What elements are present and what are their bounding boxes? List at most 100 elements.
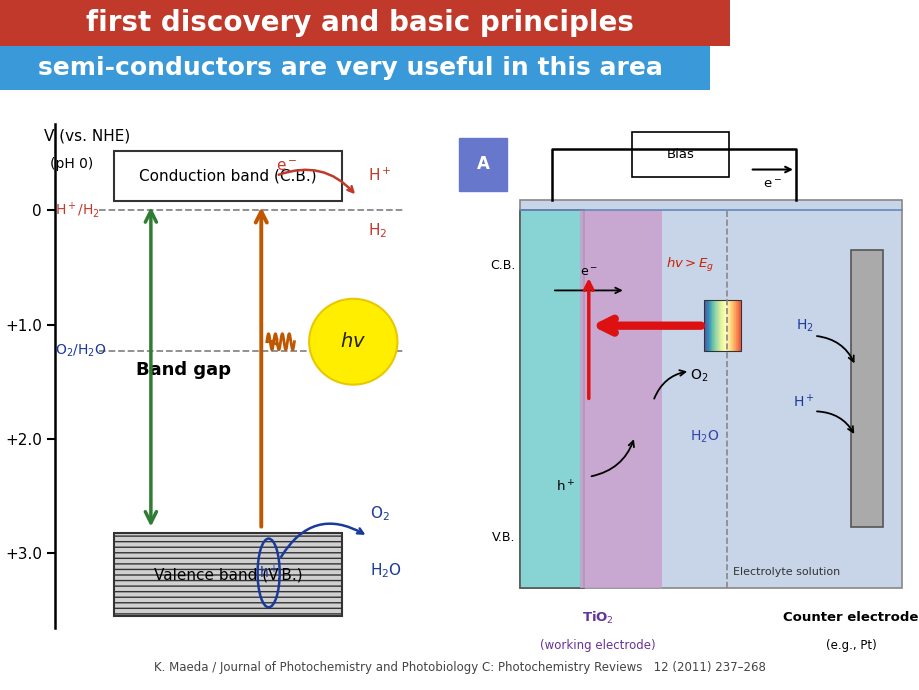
Text: C.B.: C.B. xyxy=(489,259,515,272)
Text: h$^+$: h$^+$ xyxy=(555,480,574,495)
Text: h$^+$: h$^+$ xyxy=(258,564,278,582)
Bar xyxy=(733,301,735,351)
Text: H$^+$/H$_2$: H$^+$/H$_2$ xyxy=(55,200,100,220)
Bar xyxy=(114,150,342,201)
Bar xyxy=(705,301,706,351)
Bar xyxy=(519,200,901,588)
Bar xyxy=(729,301,730,351)
Bar xyxy=(726,301,727,351)
Text: H$_2$O: H$_2$O xyxy=(369,561,402,580)
Bar xyxy=(710,301,711,351)
Bar xyxy=(715,301,717,351)
Bar xyxy=(713,301,715,351)
Bar xyxy=(733,301,734,351)
Bar xyxy=(724,301,725,351)
Bar xyxy=(736,301,737,351)
Text: Valence band (V.B.): Valence band (V.B.) xyxy=(153,567,302,582)
FancyBboxPatch shape xyxy=(459,138,507,191)
Bar xyxy=(709,301,711,351)
FancyBboxPatch shape xyxy=(632,132,729,177)
Text: $hv$: $hv$ xyxy=(340,332,366,351)
Text: K. Maeda / Journal of Photochemistry and Photobiology C: Photochemistry Reviews : K. Maeda / Journal of Photochemistry and… xyxy=(153,662,766,675)
Text: e$^-$: e$^-$ xyxy=(763,178,781,191)
Text: Band gap: Band gap xyxy=(136,362,232,380)
Bar xyxy=(720,301,722,351)
Text: $hv > E_g$: $hv > E_g$ xyxy=(665,256,713,274)
Bar xyxy=(708,301,709,351)
Bar xyxy=(706,301,708,351)
Bar xyxy=(732,301,733,351)
Text: first discovery and basic principles: first discovery and basic principles xyxy=(86,9,633,37)
Bar xyxy=(737,301,739,351)
Bar xyxy=(722,301,724,351)
Bar xyxy=(734,301,735,351)
Bar xyxy=(725,301,726,351)
Bar xyxy=(738,301,739,351)
Bar xyxy=(519,210,584,588)
Bar xyxy=(709,301,710,351)
Bar xyxy=(728,301,729,351)
Bar xyxy=(711,301,713,351)
Bar xyxy=(706,301,707,351)
Bar xyxy=(737,301,738,351)
Text: (working electrode): (working electrode) xyxy=(539,639,655,652)
Text: O$_2$: O$_2$ xyxy=(689,368,708,384)
Text: V.B.: V.B. xyxy=(491,531,515,544)
Bar xyxy=(712,301,713,351)
Text: H$^+$: H$^+$ xyxy=(368,167,391,184)
Bar xyxy=(708,301,709,351)
Text: (e.g., Pt): (e.g., Pt) xyxy=(824,639,876,652)
Text: H$^+$: H$^+$ xyxy=(792,393,813,410)
Bar xyxy=(723,301,724,351)
Text: Bias: Bias xyxy=(666,148,694,161)
Bar xyxy=(114,533,342,616)
Bar xyxy=(731,301,732,351)
Bar xyxy=(850,250,882,527)
Text: H$_2$: H$_2$ xyxy=(796,317,813,334)
Text: V (vs. NHE): V (vs. NHE) xyxy=(44,128,130,143)
Bar xyxy=(711,301,712,351)
Bar xyxy=(730,301,732,351)
Text: Counter electrode: Counter electrode xyxy=(782,611,918,624)
Text: Electrolyte solution: Electrolyte solution xyxy=(732,567,839,578)
Bar xyxy=(730,301,731,351)
Text: O$_2$/H$_2$O: O$_2$/H$_2$O xyxy=(55,343,107,359)
Bar xyxy=(717,301,719,351)
Bar xyxy=(0,46,709,90)
Bar xyxy=(720,301,721,351)
Bar xyxy=(714,301,715,351)
Text: H$_2$O: H$_2$O xyxy=(689,428,719,444)
Bar xyxy=(704,301,706,351)
Bar xyxy=(715,301,716,351)
Bar xyxy=(735,301,737,351)
Bar xyxy=(721,301,722,351)
Bar xyxy=(724,301,726,351)
Bar xyxy=(727,301,728,351)
Text: e$^-$: e$^-$ xyxy=(579,266,597,279)
Bar xyxy=(726,301,728,351)
Bar xyxy=(718,301,719,351)
Bar xyxy=(579,210,662,588)
Bar xyxy=(704,301,705,351)
Text: (pH 0): (pH 0) xyxy=(50,157,93,171)
Text: e$^-$: e$^-$ xyxy=(276,159,298,174)
Bar xyxy=(716,301,717,351)
Bar xyxy=(739,301,741,351)
Bar xyxy=(722,301,723,351)
Bar xyxy=(719,301,720,351)
Bar xyxy=(717,301,718,351)
Bar xyxy=(732,301,733,351)
Bar xyxy=(735,301,736,351)
Text: O$_2$: O$_2$ xyxy=(369,504,390,523)
Bar xyxy=(707,301,708,351)
Bar xyxy=(0,0,729,46)
Text: H$_2$: H$_2$ xyxy=(368,221,387,240)
Text: Conduction band (C.B.): Conduction band (C.B.) xyxy=(139,168,317,184)
Bar xyxy=(713,301,714,351)
Bar xyxy=(703,301,740,351)
Text: A: A xyxy=(476,155,489,173)
Bar xyxy=(739,301,740,351)
Bar xyxy=(719,301,720,351)
Text: semi-conductors are very useful in this area: semi-conductors are very useful in this … xyxy=(38,56,662,80)
Text: TiO$_2$: TiO$_2$ xyxy=(582,610,613,626)
